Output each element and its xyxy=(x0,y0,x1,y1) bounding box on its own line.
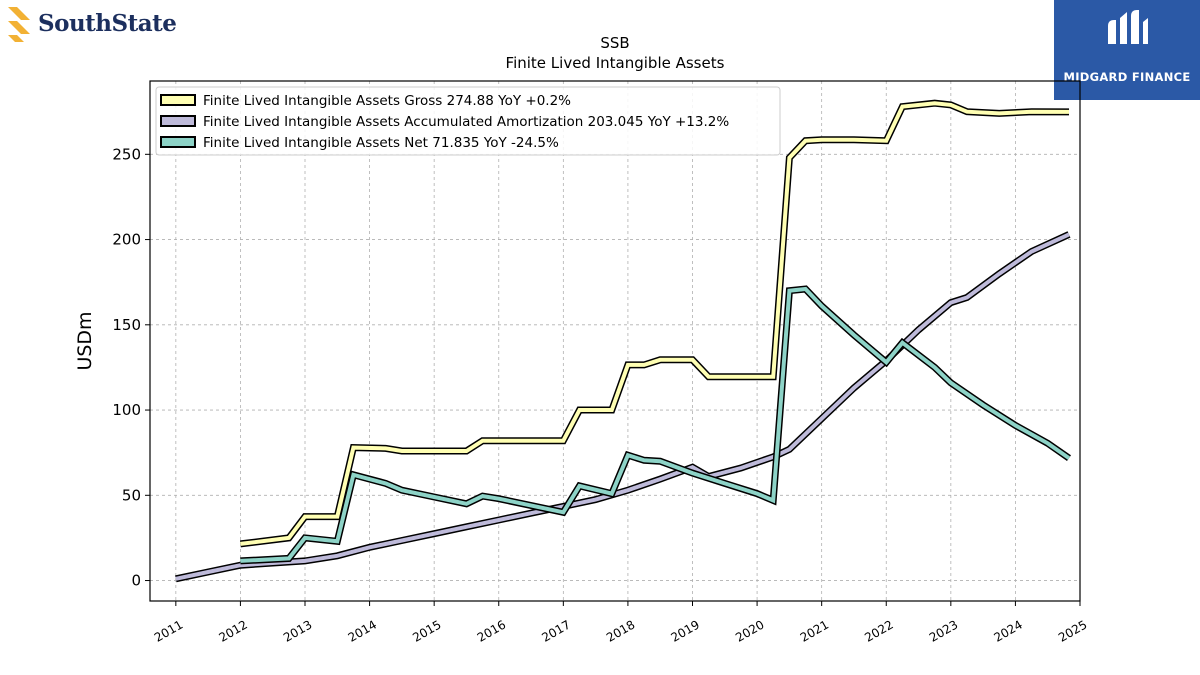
legend: Finite Lived Intangible Assets Gross 274… xyxy=(155,86,781,156)
legend-swatch-1 xyxy=(160,94,196,106)
chart-subtitle: Finite Lived Intangible Assets xyxy=(506,54,725,72)
series-2-line xyxy=(175,231,1071,583)
series-3-stroke xyxy=(240,286,1071,563)
plot-frame xyxy=(149,80,1081,602)
series-3-line xyxy=(240,285,1071,565)
x-tick-label: 2011 xyxy=(152,617,185,644)
series-1-stroke xyxy=(240,101,1070,546)
x-tick-label: 2016 xyxy=(475,617,508,644)
legend-swatch-3 xyxy=(160,136,196,148)
chart-title: SSB xyxy=(600,34,629,52)
series-2-stroke xyxy=(175,232,1070,581)
midgard-finance-logo-text: MIDGARD FINANCE xyxy=(1063,70,1191,84)
axis-ticks: 2011 2012 2013 2014 2015 2016 2017 2018 2019 2020… xyxy=(112,145,1089,645)
y-tick-label: 100 xyxy=(112,401,141,419)
legend-label-3: Finite Lived Intangible Assets Net 71.83… xyxy=(203,135,559,151)
series-2-outline xyxy=(175,231,1071,583)
legend-label-2: Finite Lived Intangible Assets Accumulat… xyxy=(203,114,729,130)
x-tick-label: 2013 xyxy=(281,617,314,644)
x-tick-label: 2019 xyxy=(669,617,702,644)
series-1-line xyxy=(239,99,1070,548)
southstate-logo: SouthState xyxy=(4,4,204,44)
x-tick-label: 2020 xyxy=(733,617,766,644)
series-3-outline xyxy=(240,285,1071,565)
x-tick-label: 2017 xyxy=(539,617,572,644)
x-tick-label: 2022 xyxy=(862,617,895,644)
x-tick-label: 2012 xyxy=(216,617,249,644)
y-tick-label: 200 xyxy=(112,231,141,249)
legend-box xyxy=(155,86,781,156)
y-axis-label: USDm xyxy=(74,311,96,370)
x-tick-label: 2025 xyxy=(1056,617,1089,644)
x-tick-label: 2014 xyxy=(346,617,379,644)
x-tick-label: 2023 xyxy=(927,617,960,644)
southstate-logo-text: SouthState xyxy=(38,10,177,37)
series-layer xyxy=(175,99,1071,583)
x-tick-label: 2021 xyxy=(798,617,831,644)
midgard-finance-logo: MIDGARD FINANCE xyxy=(1054,0,1200,100)
y-tick-label: 0 xyxy=(131,572,141,590)
legend-swatch-2 xyxy=(160,115,196,127)
southstate-logo-icon xyxy=(8,7,30,42)
y-tick-label: 150 xyxy=(112,316,141,334)
legend-label-1: Finite Lived Intangible Assets Gross 274… xyxy=(203,93,571,109)
x-tick-label: 2015 xyxy=(410,617,443,644)
y-tick-label: 50 xyxy=(122,486,141,504)
x-tick-label: 2018 xyxy=(604,617,637,644)
y-tick-label: 250 xyxy=(112,145,141,163)
x-tick-label: 2024 xyxy=(991,617,1024,644)
grid xyxy=(150,81,1081,601)
midgard-finance-logo-icon xyxy=(1108,10,1148,44)
